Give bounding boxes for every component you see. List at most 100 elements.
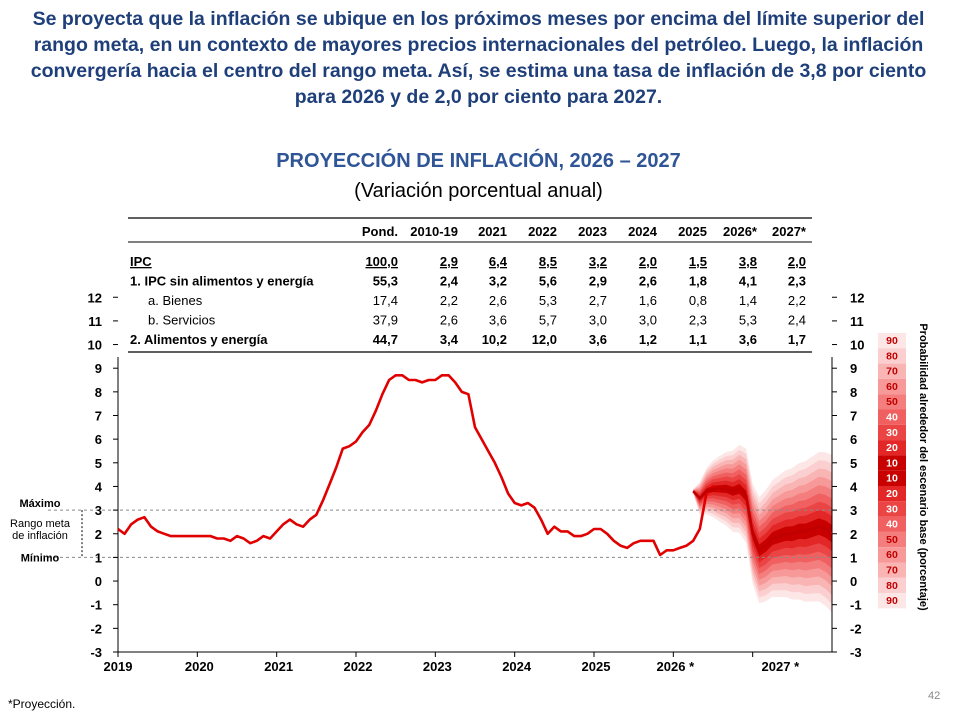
y-tick-right: 1 xyxy=(850,550,857,565)
target-range-label-2: de inflación xyxy=(12,530,68,542)
table-header-cell: 2024 xyxy=(628,224,658,239)
table-cell: 8,5 xyxy=(539,254,557,269)
table-row-label: 1. IPC sin alimentos y energía xyxy=(130,274,314,289)
prob-label: 70 xyxy=(886,366,898,378)
prob-label: 60 xyxy=(886,381,898,393)
table-cell: 2,4 xyxy=(788,313,806,328)
table-cell: 2,6 xyxy=(639,274,657,289)
y-tick-right: 7 xyxy=(850,409,857,424)
table-cell: 2,9 xyxy=(589,274,607,289)
y-tick-left: 11 xyxy=(88,314,102,329)
chart-subtitle: (Variación porcentual anual) xyxy=(354,180,603,202)
table-cell: 3,6 xyxy=(739,332,757,347)
prob-box xyxy=(878,394,906,410)
prob-box xyxy=(878,593,906,609)
prob-label: 80 xyxy=(886,350,898,362)
x-tick-label: 2022 xyxy=(344,659,373,674)
prob-box xyxy=(878,455,906,471)
table-cell: 37,9 xyxy=(373,313,398,328)
table-row-label: 2. Alimentos y energía xyxy=(130,332,268,347)
table-cell: 2,2 xyxy=(440,293,458,308)
table-cell: 5,7 xyxy=(539,313,557,328)
table-cell: 2,6 xyxy=(440,313,458,328)
prob-label: 50 xyxy=(886,534,898,546)
y-tick-right: 5 xyxy=(850,456,857,471)
table-cell: 1,7 xyxy=(788,332,806,347)
table-cell: 17,4 xyxy=(373,293,398,308)
y-tick-right: 0 xyxy=(850,574,857,589)
table-cell: 3,0 xyxy=(639,313,657,328)
table-cell: 2,3 xyxy=(788,274,806,289)
table-header-cell: 2023 xyxy=(578,224,607,239)
x-tick-label: 2023 xyxy=(423,659,452,674)
prob-box xyxy=(878,531,906,548)
target-range-label-1: Rango meta xyxy=(10,518,71,530)
table-cell: 2,3 xyxy=(689,313,707,328)
y-tick-right: 6 xyxy=(850,432,857,447)
table-cell: 1,6 xyxy=(639,293,657,308)
table-cell: 100,0 xyxy=(365,254,398,269)
series-lines xyxy=(117,373,833,557)
y-tick-right: 9 xyxy=(850,361,857,376)
x-tick-label: 2026 * xyxy=(657,659,696,674)
table-cell: 55,3 xyxy=(373,274,398,289)
prob-label: 40 xyxy=(886,519,898,531)
prob-box xyxy=(878,409,906,425)
headline: Se proyecta que la inflación se ubique e… xyxy=(30,8,927,108)
table-cell: 3,6 xyxy=(589,332,607,347)
table-cell: 1,8 xyxy=(689,274,707,289)
table-cell: 3,4 xyxy=(440,332,459,347)
table-header-cell: 2025 xyxy=(678,224,707,239)
prob-label: 90 xyxy=(886,595,898,607)
table-cell: 5,6 xyxy=(539,274,557,289)
table-cell: 3,2 xyxy=(489,274,507,289)
y-tick-right: 10 xyxy=(850,338,864,353)
y-tick-left: 3 xyxy=(95,503,102,518)
target-max-label: Máximo xyxy=(20,498,61,510)
table-cell: 12,0 xyxy=(532,332,557,347)
y-tick-left: 4 xyxy=(95,479,103,494)
table-cell: 2,6 xyxy=(489,293,507,308)
table-cell: 3,2 xyxy=(589,254,607,269)
prob-box xyxy=(878,486,906,502)
y-tick-right: -3 xyxy=(850,645,862,660)
chart-title: PROYECCIÓN DE INFLACIÓN, 2026 – 2027 xyxy=(276,150,681,172)
prob-label: 80 xyxy=(886,580,898,592)
table-cell: 3,0 xyxy=(589,313,607,328)
table-cell: 3,8 xyxy=(739,254,757,269)
table-header-cell: 2010-19 xyxy=(410,224,458,239)
table-cell: 1,5 xyxy=(689,254,707,269)
prob-label: 10 xyxy=(886,473,898,485)
y-tick-left: -3 xyxy=(90,645,102,660)
prob-label: 20 xyxy=(886,442,898,454)
table-cell: 2,0 xyxy=(639,254,657,269)
y-right-axis-label: Probabilidad alrededor del escenario bas… xyxy=(917,323,929,611)
y-tick-left: 8 xyxy=(95,385,102,400)
x-tick-label: 2027 * xyxy=(762,659,801,674)
prob-box xyxy=(878,424,906,441)
prob-box xyxy=(878,363,906,379)
y-tick-left: 6 xyxy=(95,432,102,447)
y-tick-left: 1 xyxy=(95,550,102,565)
table-header-cell: 2021 xyxy=(478,224,507,239)
table-cell: 1,1 xyxy=(689,332,707,347)
y-tick-left: 9 xyxy=(95,361,102,376)
data-table: Pond. 2010-19 2021 2022 2023 2024 2025 2026* 202… xyxy=(119,217,831,356)
table-cell: 0,8 xyxy=(689,293,707,308)
table-cell: 5,3 xyxy=(739,313,757,328)
y-tick-left: -1 xyxy=(90,598,102,613)
table-header-cell: 2026* xyxy=(723,224,758,239)
table-header-cell: 2027* xyxy=(772,224,807,239)
table-cell: 2,2 xyxy=(788,293,806,308)
y-tick-right: 4 xyxy=(850,479,858,494)
x-tick-label: 2020 xyxy=(185,659,214,674)
y-tick-left: 2 xyxy=(95,527,102,542)
y-tick-right: 3 xyxy=(850,503,857,518)
table-cell: 5,3 xyxy=(539,293,557,308)
y-tick-left: 0 xyxy=(95,574,102,589)
prob-box xyxy=(878,562,906,578)
table-cell: 10,2 xyxy=(482,332,507,347)
